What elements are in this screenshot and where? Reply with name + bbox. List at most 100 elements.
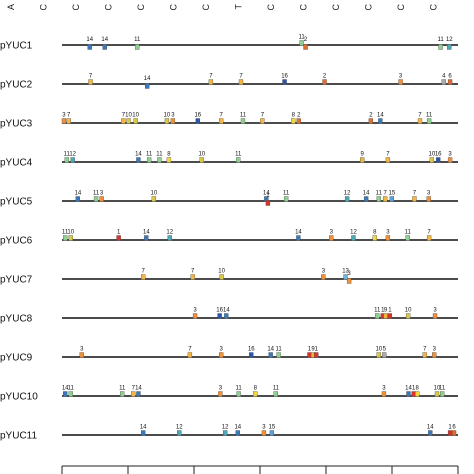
binding-site-number: 16 <box>216 308 223 314</box>
binding-site-number: 7 <box>191 269 195 275</box>
binding-site-number: 7 <box>418 113 422 119</box>
binding-site-number: 7 <box>413 191 417 197</box>
binding-site-box <box>382 196 388 202</box>
binding-site-number: 3 <box>62 113 66 119</box>
binding-site-box <box>144 83 150 89</box>
binding-site-box <box>269 430 275 436</box>
binding-site-box <box>187 352 193 358</box>
binding-site-box <box>121 118 126 124</box>
binding-site-number: 3 <box>80 347 84 353</box>
binding-site-box <box>261 430 267 436</box>
binding-site-number: 1 <box>448 425 452 431</box>
binding-site-box <box>224 313 229 319</box>
binding-site-number: 16 <box>248 347 255 353</box>
binding-site-box <box>451 430 457 436</box>
binding-site-box <box>441 79 446 85</box>
binding-site-box <box>447 44 452 50</box>
binding-site-box <box>276 352 281 358</box>
binding-site-box <box>382 352 387 358</box>
binding-site-number: 11 <box>68 386 75 392</box>
binding-site-number: 10 <box>132 113 139 119</box>
binding-site-number: 10 <box>67 230 74 236</box>
binding-site-box <box>99 196 104 202</box>
header-char: C <box>71 4 81 11</box>
binding-site-number: 11 <box>298 35 305 41</box>
binding-site-box <box>378 118 383 124</box>
binding-site-box <box>141 430 146 436</box>
header-char: C <box>331 4 341 11</box>
binding-site-number: 3 <box>322 269 326 275</box>
binding-site-number: 7 <box>67 113 71 119</box>
binding-site-number: 7 <box>386 152 390 158</box>
binding-site-box <box>217 313 222 319</box>
promoter-label: pYUC1 <box>0 41 33 52</box>
binding-site-number: 11 <box>235 152 242 158</box>
binding-site-number: 7 <box>188 347 192 353</box>
binding-site-number: 11 <box>273 386 280 392</box>
binding-site-number: 3 <box>386 230 390 236</box>
binding-site-number: 2 <box>297 113 301 119</box>
binding-site-number: 14 <box>263 191 270 197</box>
binding-site-number: 10 <box>151 191 158 197</box>
binding-site-box <box>136 391 141 397</box>
binding-site-number: 11 <box>64 152 71 158</box>
binding-site-box <box>385 235 391 241</box>
binding-site-box <box>68 391 73 397</box>
binding-site-number: 11 <box>439 386 446 392</box>
binding-site-box <box>426 196 431 202</box>
binding-site-number: 1 <box>315 347 319 353</box>
binding-site-box <box>190 274 195 280</box>
binding-site-box <box>398 79 403 85</box>
binding-site-box <box>296 235 301 241</box>
binding-site-box <box>218 391 223 397</box>
binding-site-number: 3 <box>427 191 431 197</box>
binding-site-box <box>63 235 68 241</box>
binding-site-number: 11 <box>437 37 444 43</box>
binding-site-number: 3 <box>171 113 175 119</box>
binding-site-number: 3 <box>433 347 437 353</box>
binding-site-number: 12 <box>176 425 183 431</box>
binding-site-box <box>387 313 393 319</box>
header-char: A <box>6 4 16 10</box>
binding-site-box <box>93 196 99 202</box>
binding-site-box <box>322 79 327 85</box>
binding-site-number: 11 <box>283 191 290 197</box>
binding-site-box <box>273 391 278 397</box>
binding-site-number: 14 <box>405 386 412 392</box>
binding-site-number: 7 <box>89 74 93 80</box>
binding-site-number: 7 <box>383 191 387 197</box>
binding-site-number: 14 <box>62 386 69 392</box>
binding-site-number: 11 <box>119 386 126 392</box>
header-char: T <box>234 4 244 10</box>
binding-site-number: 8 <box>254 386 258 392</box>
binding-site-box <box>412 196 417 202</box>
binding-site-number: 11 <box>156 152 163 158</box>
promoter-label: pYUC10 <box>0 392 38 403</box>
binding-site-number: 7 <box>239 74 243 80</box>
binding-site-number: 14 <box>295 230 302 236</box>
header-char: C <box>429 4 439 11</box>
binding-site-number: 10 <box>125 113 132 119</box>
binding-site-number: 12 <box>69 152 76 158</box>
binding-site-number: 3 <box>448 152 452 158</box>
binding-site-number: 16 <box>194 113 201 119</box>
binding-site-box <box>375 313 380 319</box>
binding-site-box <box>157 157 162 163</box>
binding-site-box <box>126 118 131 124</box>
binding-site-box <box>372 235 377 241</box>
binding-site-box <box>66 118 71 124</box>
binding-site-box <box>346 278 352 284</box>
binding-site-number: 5 <box>383 347 387 353</box>
binding-site-box <box>63 391 68 397</box>
binding-site-box <box>120 391 125 397</box>
binding-site-box <box>249 352 254 358</box>
binding-site-box <box>235 430 240 436</box>
binding-site-number: 14 <box>135 152 142 158</box>
binding-site-number: 10 <box>405 308 412 314</box>
binding-site-box <box>136 157 141 163</box>
